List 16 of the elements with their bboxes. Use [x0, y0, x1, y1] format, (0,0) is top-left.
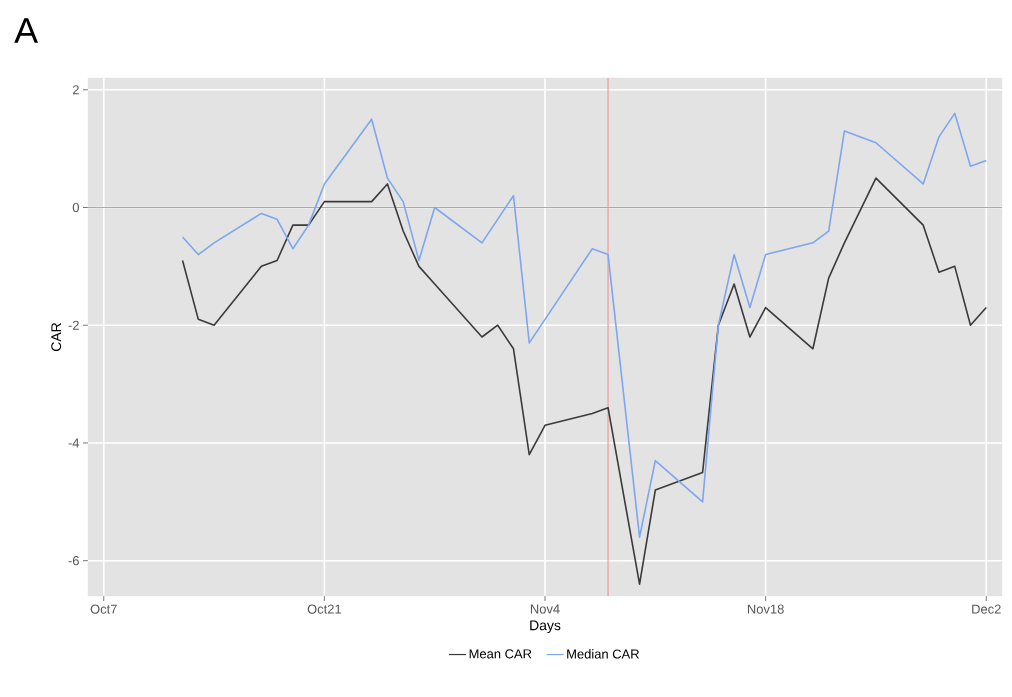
x-tick-label: Oct7	[90, 604, 117, 614]
y-tick-label: -4	[68, 438, 80, 448]
x-tick-label: Dec2	[972, 604, 1001, 614]
y-tick-label: -2	[68, 320, 79, 330]
y-tick-label: 2	[72, 85, 79, 95]
legend-label: Mean CAR	[469, 649, 532, 659]
x-axis-title: Days	[530, 620, 561, 634]
y-tick-label: -6	[68, 556, 79, 566]
y-tick-label: 0	[72, 202, 79, 213]
x-tick-label: Nov18	[747, 604, 784, 614]
x-tick-label: Nov4	[530, 604, 560, 614]
chart-title: A	[14, 18, 39, 43]
y-axis-title: CAR	[51, 322, 62, 352]
x-tick-label: Oct21	[307, 604, 342, 614]
line-series	[181, 177, 988, 586]
legend-label: Median CAR	[567, 649, 639, 659]
